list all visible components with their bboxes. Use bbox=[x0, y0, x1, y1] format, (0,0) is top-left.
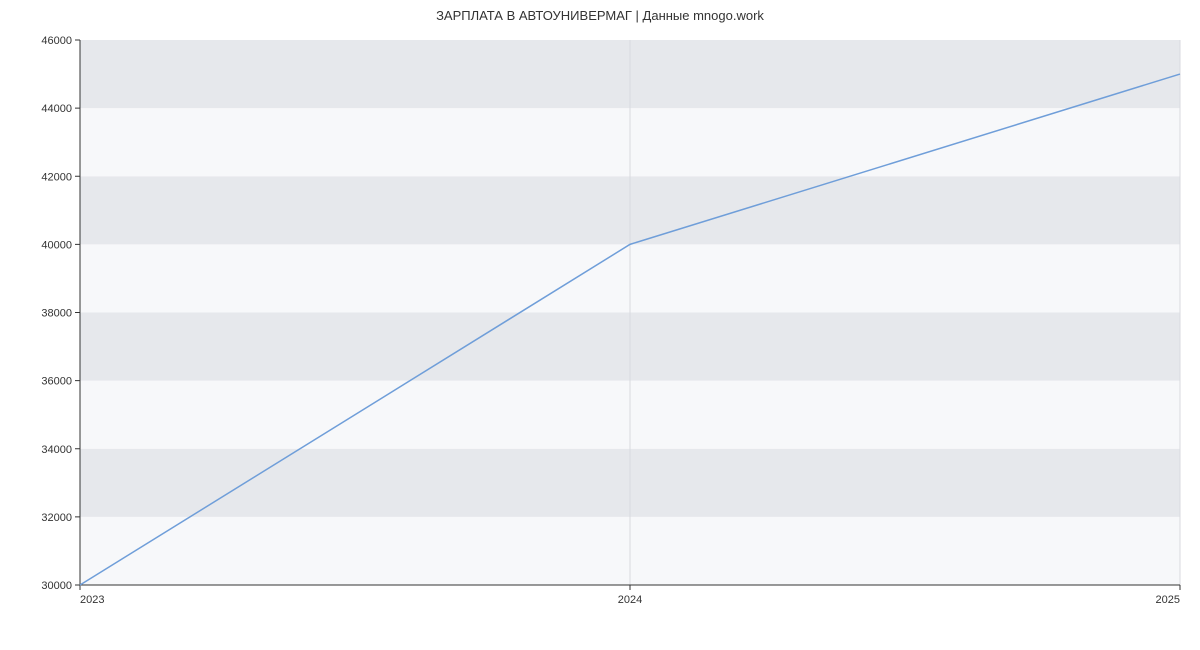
y-tick-label: 32000 bbox=[41, 512, 72, 524]
y-tick-label: 36000 bbox=[41, 376, 72, 388]
line-chart: 30000 32000 34000 36000 38000 40000 42000 44000… bbox=[0, 0, 1200, 650]
x-tick-label: 2023 bbox=[80, 594, 104, 606]
y-tick-label: 34000 bbox=[41, 444, 72, 456]
y-tick-label: 30000 bbox=[41, 580, 72, 592]
y-tick-label: 44000 bbox=[41, 103, 72, 115]
y-tick-label: 40000 bbox=[41, 239, 72, 251]
y-tick-label: 42000 bbox=[41, 171, 72, 183]
chart-container: ЗАРПЛАТА В АВТОУНИВЕРМАГ | Данные mnogo.… bbox=[0, 0, 1200, 650]
x-tick-label: 2024 bbox=[618, 594, 642, 606]
y-tick-label: 46000 bbox=[41, 35, 72, 47]
x-tick-label: 2025 bbox=[1156, 594, 1180, 606]
y-tick-label: 38000 bbox=[41, 308, 72, 320]
